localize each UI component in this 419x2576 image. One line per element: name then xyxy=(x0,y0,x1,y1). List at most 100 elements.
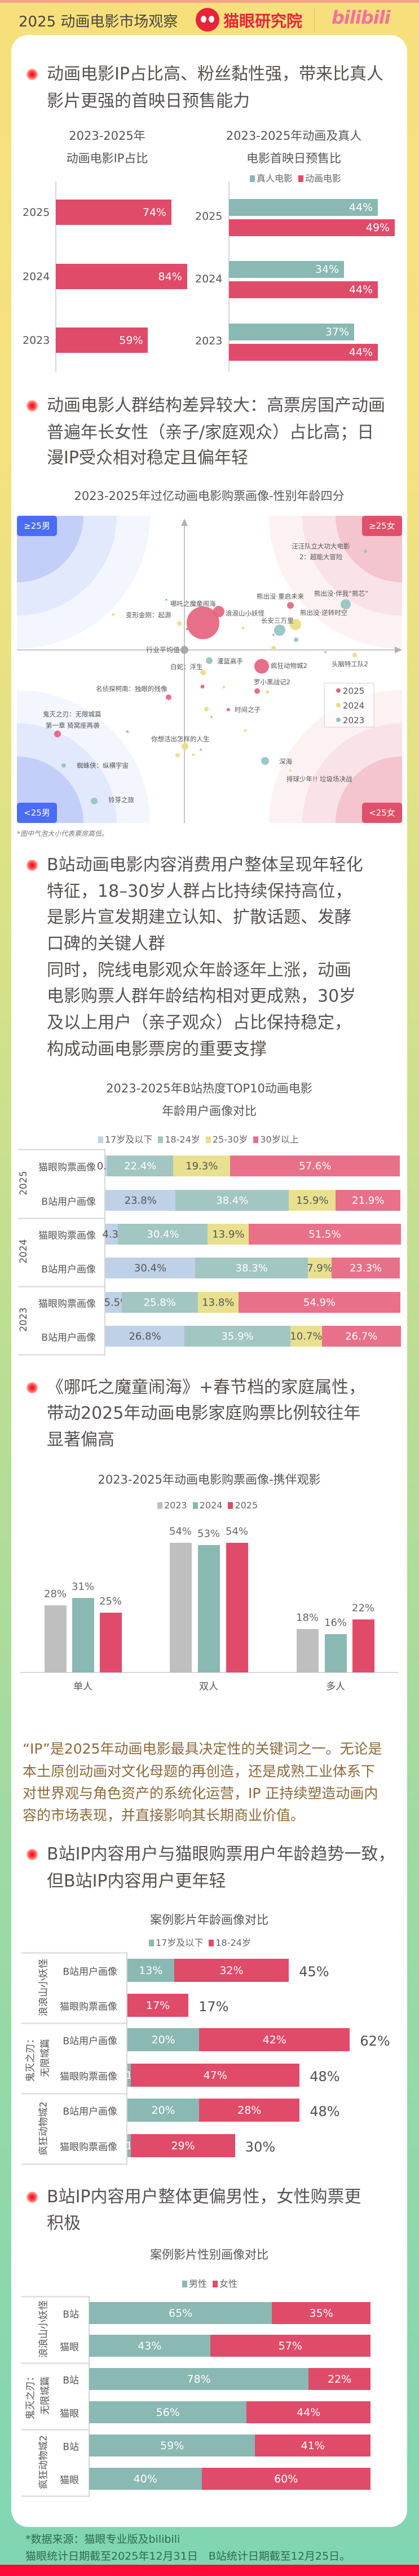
section-heading-line: B站动画电影内容消费用户整体呈现年轻化 xyxy=(47,855,363,875)
group-separator xyxy=(21,2296,89,2298)
row-label: B站 xyxy=(63,2441,79,2453)
bar-companion-2025 xyxy=(100,1612,122,1672)
bubble-2023 xyxy=(341,599,351,609)
group-separator xyxy=(18,1354,105,1356)
segment-value-label: 22% xyxy=(327,2373,352,2385)
group-year-label: 2023 xyxy=(18,1307,29,1332)
bar-value-label: 44% xyxy=(349,201,373,214)
bubble-label: 名侦探柯南：独眼的残像 xyxy=(96,685,167,693)
segment-value-label: 13.8% xyxy=(202,1296,235,1309)
row-label: B站 xyxy=(63,2309,79,2320)
bar-presale xyxy=(229,324,354,340)
film-label: 无限城篇 xyxy=(39,2038,51,2077)
section-heading-line: 是影片宣发期建立认知、扩散话题、发酵 xyxy=(47,908,351,927)
bar-companion-2025 xyxy=(226,1542,248,1672)
stacked-segment xyxy=(105,1224,118,1245)
age-legend: 17岁及以下 18-24岁 25-30岁 30岁以上 xyxy=(92,1132,299,1145)
bubble-2023 xyxy=(126,730,129,733)
section-heading-line: 积极 xyxy=(47,2214,81,2233)
stacked-segment xyxy=(127,1959,174,1982)
stacked-segment xyxy=(118,1224,208,1245)
bullet-icon xyxy=(27,860,38,871)
legend-label: 2023 xyxy=(164,1500,187,1511)
row-label: 猫眼购票画像 xyxy=(60,2141,117,2153)
bar-presale xyxy=(229,261,344,278)
bar-value-label: 34% xyxy=(315,263,339,276)
stacked-segment xyxy=(89,2401,247,2423)
film-label: 浪浪山小妖怪 xyxy=(38,2300,50,2358)
stacked-segment xyxy=(127,2064,131,2087)
ip-paragraph-line: 本土原创动画对文化母题的再创造，还是成熟工业体系下 xyxy=(23,1763,376,1780)
stacked-segment xyxy=(238,1292,400,1313)
row-label: B站用户画像 xyxy=(41,1196,96,1208)
bubble-2023 xyxy=(210,716,213,718)
bullet-icon xyxy=(27,1382,38,1393)
stacked-segment xyxy=(105,1156,108,1176)
bar-value-label: 25% xyxy=(99,1595,122,1607)
bubble-label: 疯狂动物城2 xyxy=(271,662,307,670)
bar-value-label: 44% xyxy=(349,346,373,358)
quadrant-label-box xyxy=(362,516,402,536)
segment-value-label: 51.5% xyxy=(308,1228,341,1241)
stacked-segment xyxy=(127,2028,200,2051)
year-label: 2025 xyxy=(195,210,223,223)
legend-swatch xyxy=(182,2281,187,2287)
bubble-2024 xyxy=(204,707,209,711)
group-separator xyxy=(21,2429,89,2431)
section-heading-line: 普遍年长女性（亲子/家庭观众）占比高；日 xyxy=(47,423,374,442)
year-label: 2024 xyxy=(195,273,223,285)
bar-value-label: 44% xyxy=(349,284,373,296)
bar-companion-2023 xyxy=(45,1605,67,1672)
segment-value-label: 21.9% xyxy=(352,1194,385,1207)
row-label: B站 xyxy=(63,2375,79,2386)
group-separator xyxy=(21,1952,127,1954)
bar-value-label: 54% xyxy=(225,1525,249,1538)
segment-value-label: 19.3% xyxy=(186,1160,218,1172)
chart-title: 案例影片性别画像对比 xyxy=(150,2248,268,2261)
row-label: 猫眼 xyxy=(60,2342,79,2353)
bar-value-label: 28% xyxy=(43,1588,67,1600)
maoyan-brand: 猫眼研究院 xyxy=(223,12,303,30)
bubble-2023 xyxy=(91,798,98,804)
chart-title: 动画电影IP占比 xyxy=(66,152,148,165)
bubble-label: 时间之子 xyxy=(235,706,261,714)
chart-title: 2023-2025年动画电影购票画像-携伴观影 xyxy=(98,1473,321,1486)
segment-value-label: 42% xyxy=(262,2033,286,2046)
bubble-label: 深海 xyxy=(279,758,292,765)
bubble-2025 xyxy=(254,688,260,694)
stacked-segment xyxy=(89,2435,255,2457)
bubble-label: 蜘蛛侠：纵横宇宙 xyxy=(77,762,129,769)
stacked-segment xyxy=(131,2064,300,2087)
section-heading-line: 及以上用户（亲子观众）占比保持稳定， xyxy=(47,1013,351,1033)
section-heading-line: 但B站IP内容用户更年轻 xyxy=(47,1871,226,1891)
bubble-2024 xyxy=(352,653,357,657)
stacked-segment xyxy=(174,1959,289,1982)
group-separator xyxy=(21,2093,127,2095)
chart-title: 2023-2025年动画及真人 xyxy=(226,129,362,143)
segment-value-label: 30.4% xyxy=(134,1262,167,1274)
legend-swatch xyxy=(192,1502,198,1509)
bar-companion-2023 xyxy=(297,1629,319,1672)
section-heading-line: 同时，院线电影观众年龄逐年上涨，动画 xyxy=(47,961,351,980)
section-heading-line: 动画电影人群结构差异较大：高票房国产动画 xyxy=(47,396,385,415)
bubble-2024 xyxy=(200,670,206,675)
top-accent-strip xyxy=(0,0,419,3)
bubble-2024 xyxy=(266,691,269,694)
stacked-segment xyxy=(105,1190,176,1211)
bubble-2023 xyxy=(165,599,167,601)
segment-value-label: 13% xyxy=(139,1964,163,1977)
segment-value-label: 22.4% xyxy=(124,1160,157,1172)
section-heading-line: 构成动画电影票房的重要支撑 xyxy=(47,1039,267,1059)
stacked-segment xyxy=(127,1994,189,2017)
legend-label: 2024 xyxy=(343,701,364,711)
row-label: B站用户画像 xyxy=(41,1332,96,1344)
film-label: 鬼灭之刃： xyxy=(25,2034,37,2082)
segment-value-label: 17% xyxy=(145,1999,170,2012)
year-label: 2023 xyxy=(195,335,223,347)
legend-swatch xyxy=(149,1940,154,1946)
segment-value-label: 29% xyxy=(171,2139,195,2152)
stacked-segment xyxy=(321,1326,401,1347)
stacked-segment xyxy=(308,1258,332,1278)
industry-average-point xyxy=(180,646,188,654)
bar-presale xyxy=(229,344,378,361)
